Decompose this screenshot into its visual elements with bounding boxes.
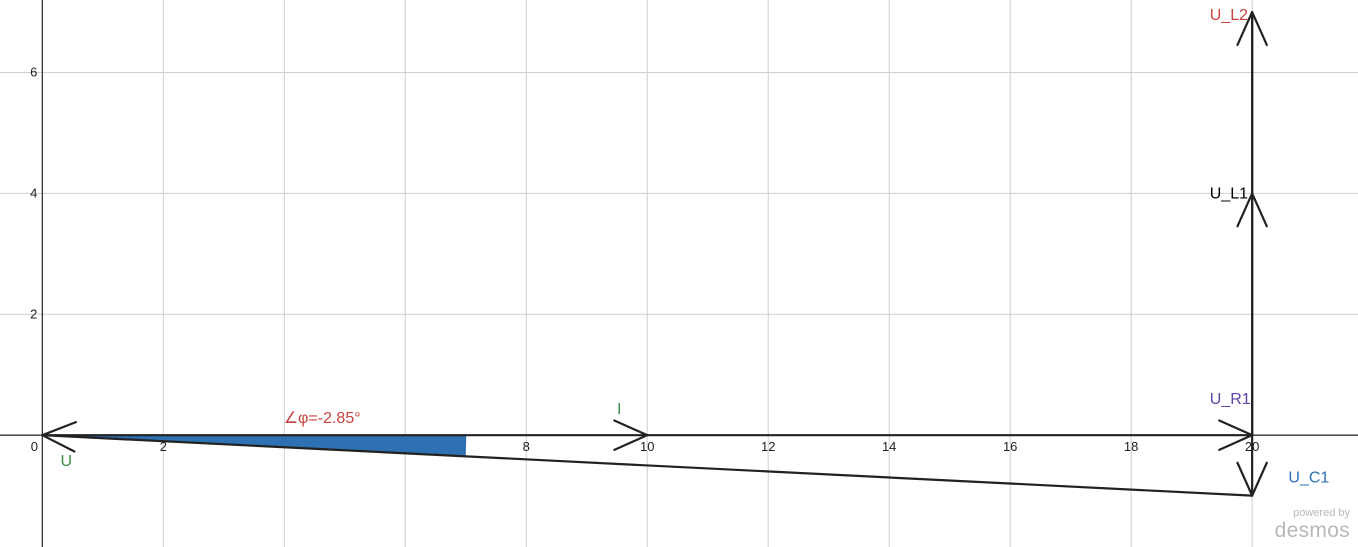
label-i: I: [617, 401, 621, 418]
angle-label: ∠φ=-2.85°: [284, 410, 361, 427]
label-u-r1: U_R1: [1210, 391, 1251, 408]
label-u: U: [60, 453, 72, 470]
y-tick-label: 4: [30, 185, 37, 200]
x-tick-label: 2: [160, 439, 167, 454]
x-tick-label: 12: [761, 439, 775, 454]
x-tick-label: 0: [31, 439, 38, 454]
vectors: [41, 10, 1268, 497]
x-tick-label: 18: [1124, 439, 1138, 454]
x-tick-label: 14: [882, 439, 896, 454]
label-u-c1: U_C1: [1288, 469, 1329, 486]
label-u-l2: U_L2: [1210, 7, 1248, 24]
arrowhead-u-c1: [1236, 461, 1268, 497]
desmos-watermark[interactable]: powered by desmos: [1274, 507, 1350, 542]
vector-labels: ∠φ=-2.85° U I U_R1 U_L1 U_L2 U_C1: [60, 7, 1329, 486]
y-tick-label: 6: [30, 65, 37, 80]
powered-by-text: powered by: [1293, 507, 1350, 519]
label-u-l1: U_L1: [1210, 185, 1248, 202]
x-tick-label: 10: [640, 439, 654, 454]
desmos-logo: desmos: [1274, 519, 1350, 542]
vector-u: [41, 434, 1254, 497]
x-tick-label: 16: [1003, 439, 1017, 454]
x-tick-label: 8: [523, 439, 530, 454]
tick-labels: 028101214161820246: [30, 65, 1259, 455]
y-tick-label: 2: [30, 306, 37, 321]
